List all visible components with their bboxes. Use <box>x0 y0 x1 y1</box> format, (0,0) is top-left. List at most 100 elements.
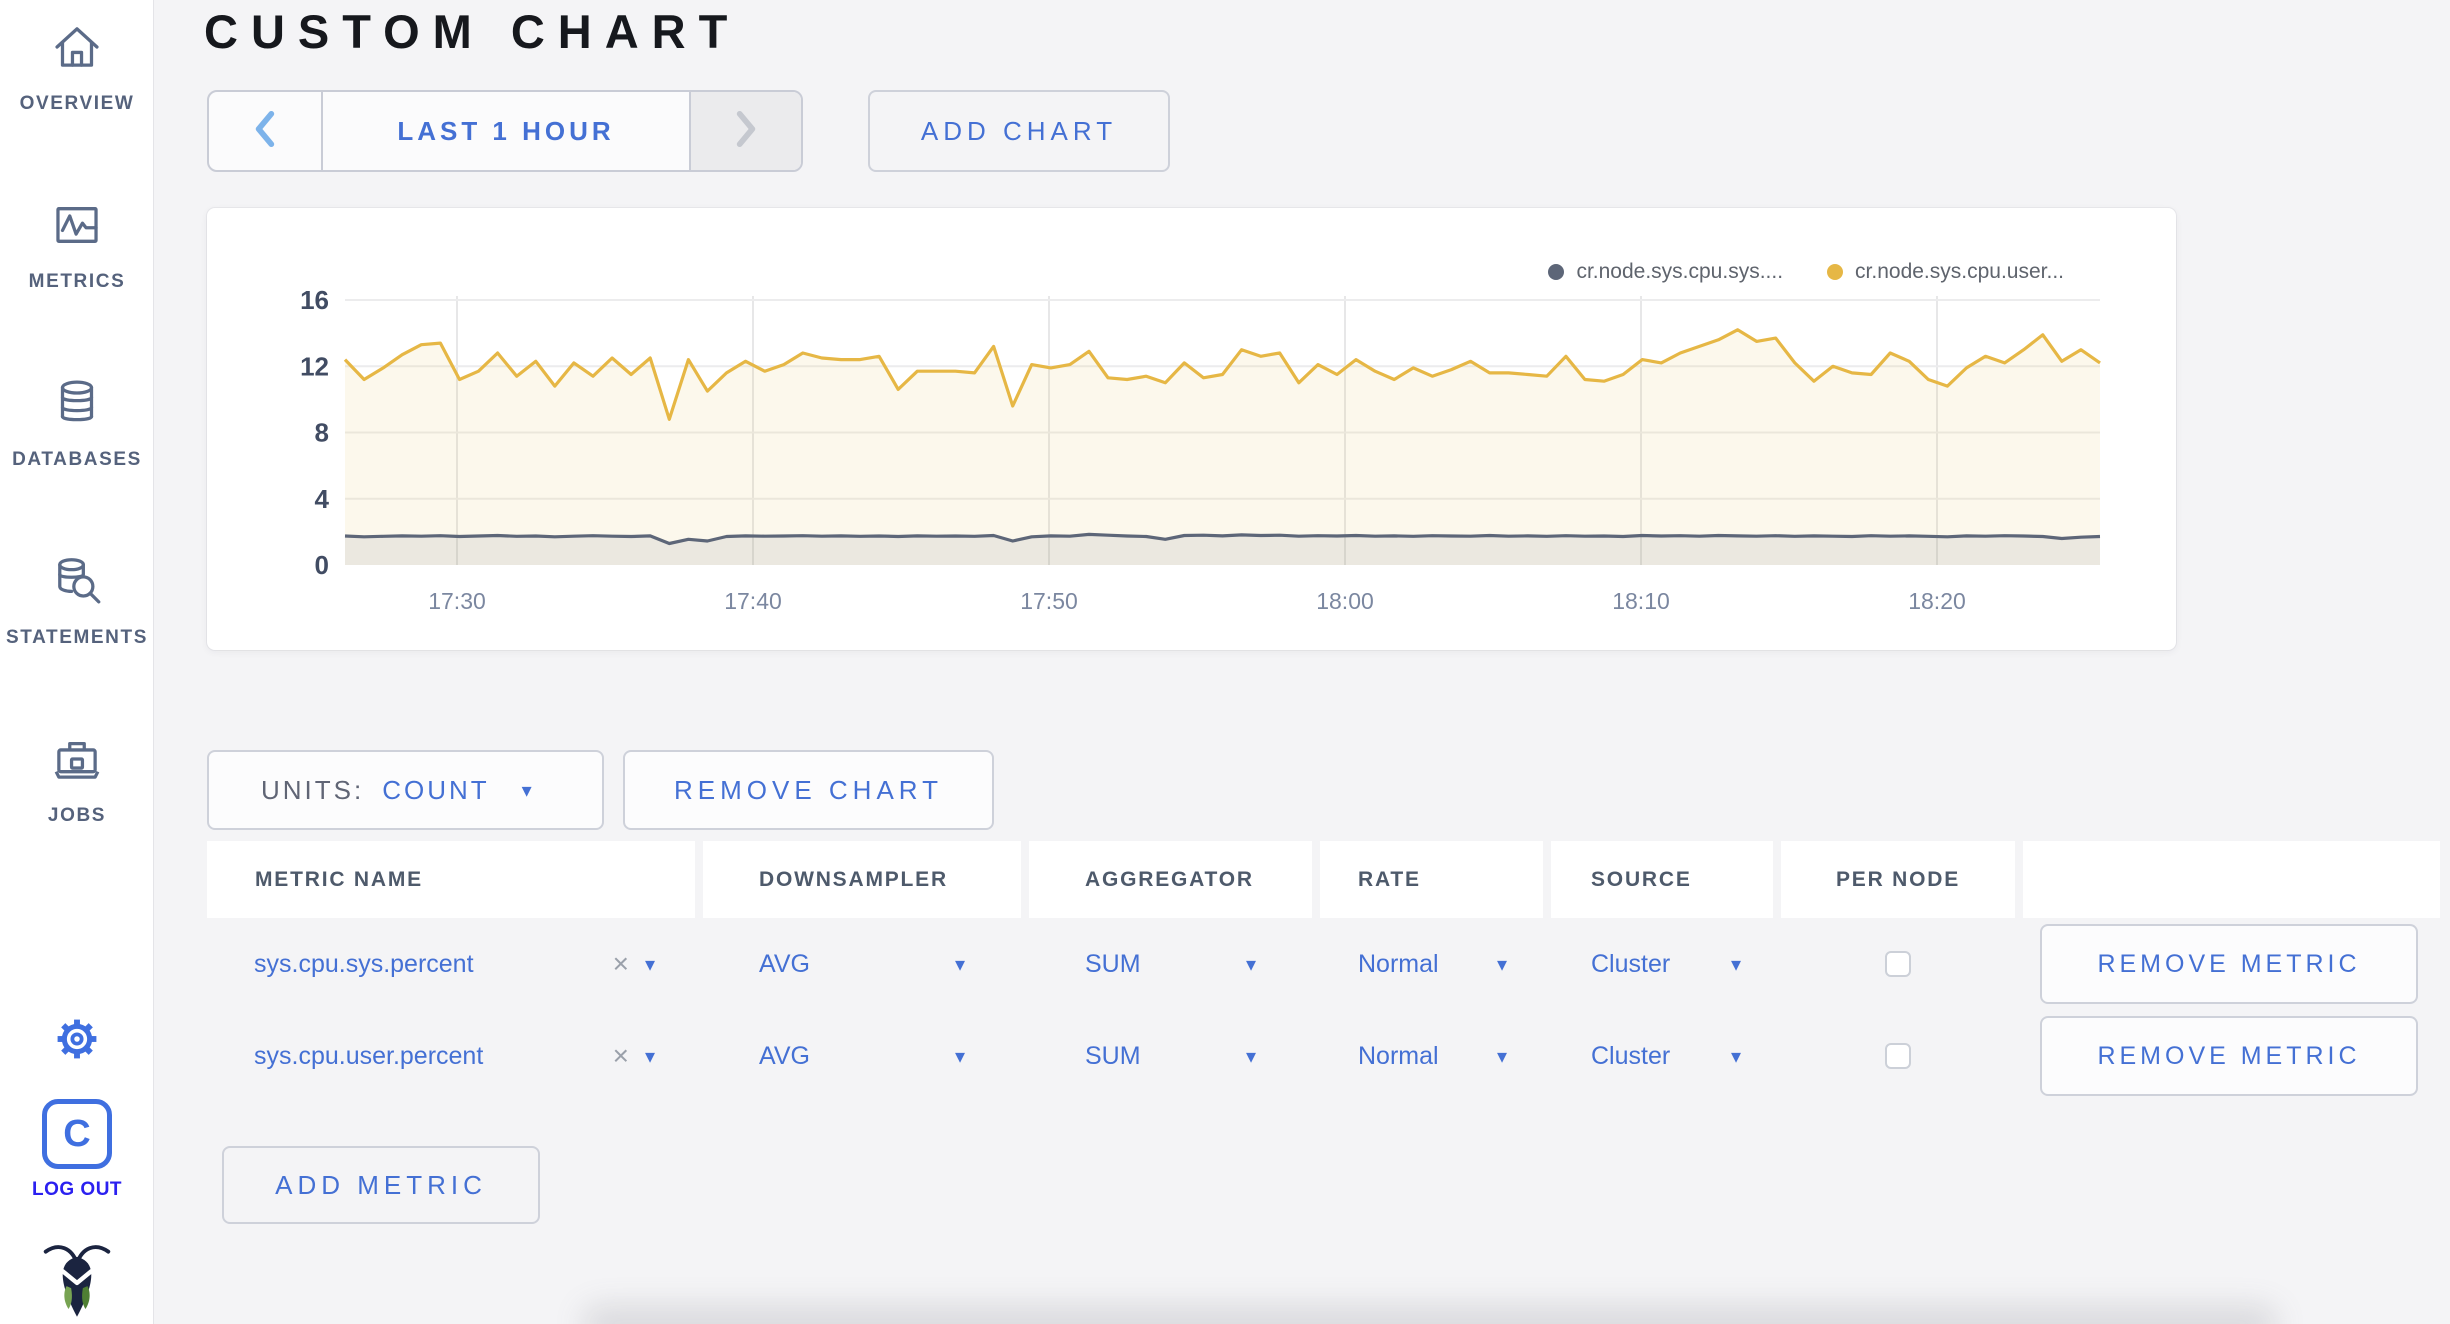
gear-icon <box>50 1012 104 1071</box>
units-dropdown[interactable]: UNITS: COUNT ▾ <box>207 750 604 830</box>
chart-line-0 <box>344 532 2101 546</box>
x-axis-tick-label: 17:40 <box>724 588 782 614</box>
sidebar-item-metrics[interactable]: METRICS <box>0 196 154 293</box>
metric-row-2: sys.cpu.user.percent × ▾ AVG ▾ SUM ▾ Nor… <box>207 1010 2440 1102</box>
time-window-next-button[interactable] <box>689 92 801 170</box>
chart-area-1 <box>345 329 2100 565</box>
rate-select[interactable]: Normal ▾ <box>1320 1010 1543 1102</box>
logout-label: LOG OUT <box>31 1179 123 1200</box>
legend-item-user[interactable]: cr.node.sys.cpu.user... <box>1827 260 2064 284</box>
sidebar: OVERVIEW METRICS DATABASES <box>0 0 154 1324</box>
y-axis-tick-label: 0 <box>315 550 329 580</box>
caret-down-icon: ▾ <box>954 1045 965 1068</box>
sidebar-item-databases[interactable]: DATABASES <box>0 374 154 471</box>
x-axis-tick-label: 18:10 <box>1612 588 1670 614</box>
cockroach-bug-logo <box>35 1236 119 1324</box>
chart-line-1 <box>343 328 2101 421</box>
caret-down-icon: ▾ <box>1245 953 1256 976</box>
briefcase-icon <box>48 730 106 793</box>
chart-area-0 <box>345 534 2100 565</box>
column-header-metric-name: METRIC NAME <box>207 841 695 918</box>
remove-chart-button[interactable]: REMOVE CHART <box>623 750 994 830</box>
sidebar-item-jobs[interactable]: JOBS <box>0 730 154 827</box>
y-axis-tick-label: 4 <box>315 484 330 514</box>
caret-down-icon: ▾ <box>1496 953 1507 976</box>
metric-name-value: sys.cpu.user.percent <box>254 1041 484 1070</box>
sidebar-item-label: JOBS <box>47 805 107 826</box>
legend-dot-user-icon <box>1827 264 1844 280</box>
downsampler-value: AVG <box>759 949 810 978</box>
sidebar-item-statements[interactable]: STATEMENTS <box>0 552 154 649</box>
clear-metric-icon[interactable]: × <box>612 1040 629 1071</box>
actions-cell: REMOVE METRIC <box>2023 1010 2440 1102</box>
sidebar-item-label: STATEMENTS <box>6 627 148 648</box>
x-axis-tick-label: 17:50 <box>1020 588 1078 614</box>
sidebar-item-label: DATABASES <box>12 449 142 470</box>
aggregator-value: SUM <box>1085 949 1141 978</box>
actions-cell: REMOVE METRIC <box>2023 918 2440 1010</box>
column-header-downsampler: DOWNSAMPLER <box>703 841 1021 918</box>
rate-select[interactable]: Normal ▾ <box>1320 918 1543 1010</box>
caret-down-icon: ▾ <box>644 1045 655 1068</box>
metric-name-value: sys.cpu.sys.percent <box>254 949 474 978</box>
clear-metric-icon[interactable]: × <box>612 948 629 979</box>
y-axis-tick-label: 16 <box>300 285 329 315</box>
chart-card: 0 4 8 12 16 17:30 17:40 17:50 18:00 18:10 18:20 cr… <box>207 208 2176 650</box>
source-select[interactable]: Cluster ▾ <box>1551 918 1773 1010</box>
rate-value: Normal <box>1358 1041 1439 1070</box>
aggregator-value: SUM <box>1085 1041 1141 1070</box>
column-header-source: SOURCE <box>1551 841 1773 918</box>
per-node-cell <box>1781 918 2015 1010</box>
add-chart-button[interactable]: ADD CHART <box>868 90 1170 172</box>
per-node-checkbox[interactable] <box>1885 951 1911 977</box>
downsampler-select[interactable]: AVG ▾ <box>703 1010 1021 1102</box>
metrics-graph-icon <box>48 196 106 259</box>
aggregator-select[interactable]: SUM ▾ <box>1029 1010 1312 1102</box>
source-value: Cluster <box>1591 949 1671 978</box>
sidebar-item-overview[interactable]: OVERVIEW <box>0 18 154 115</box>
rate-value: Normal <box>1358 949 1439 978</box>
x-axis-tick-label: 18:20 <box>1908 588 1966 614</box>
source-value: Cluster <box>1591 1041 1671 1070</box>
metric-row-1: sys.cpu.sys.percent × ▾ AVG ▾ SUM ▾ Norm… <box>207 918 2440 1010</box>
metric-name-select[interactable]: sys.cpu.sys.percent × ▾ <box>207 918 695 1010</box>
x-axis-tick-label: 17:30 <box>428 588 486 614</box>
chart-legend: cr.node.sys.cpu.sys.... cr.node.sys.cpu.… <box>1548 260 2064 284</box>
chevron-right-icon <box>733 110 759 153</box>
time-window-prev-button[interactable] <box>209 92 323 170</box>
sidebar-item-label: OVERVIEW <box>19 93 135 114</box>
cockroach-c-logo: C <box>42 1099 112 1169</box>
remove-metric-button[interactable]: REMOVE METRIC <box>2040 924 2418 1004</box>
y-axis-tick-label: 12 <box>300 351 329 381</box>
source-select[interactable]: Cluster ▾ <box>1551 1010 1773 1102</box>
timeseries-chart: 0 4 8 12 16 17:30 17:40 17:50 18:00 18:10 18:20 <box>300 285 2101 614</box>
x-axis-tick-label: 18:00 <box>1316 588 1374 614</box>
caret-down-icon: ▾ <box>1730 953 1741 976</box>
time-window-value[interactable]: LAST 1 HOUR <box>397 115 615 146</box>
caret-down-icon: ▾ <box>1496 1045 1507 1068</box>
units-value: COUNT <box>382 774 490 805</box>
downsampler-select[interactable]: AVG ▾ <box>703 918 1021 1010</box>
sidebar-settings[interactable] <box>0 1012 154 1071</box>
home-icon <box>48 18 106 81</box>
per-node-checkbox[interactable] <box>1885 1043 1911 1069</box>
database-search-icon <box>48 552 106 615</box>
sidebar-logout[interactable]: C LOG OUT <box>0 1099 154 1201</box>
caret-down-icon: ▾ <box>521 779 535 802</box>
units-label: UNITS: <box>261 774 365 805</box>
legend-dot-sys-icon <box>1548 264 1565 280</box>
add-metric-button[interactable]: ADD METRIC <box>222 1146 540 1224</box>
remove-metric-button[interactable]: REMOVE METRIC <box>2040 1016 2418 1096</box>
caret-down-icon: ▾ <box>644 953 655 976</box>
column-header-per-node: PER NODE <box>1781 841 2015 918</box>
aggregator-select[interactable]: SUM ▾ <box>1029 918 1312 1010</box>
caret-down-icon: ▾ <box>1245 1045 1256 1068</box>
downsampler-value: AVG <box>759 1041 810 1070</box>
y-axis-tick-label: 8 <box>315 418 329 448</box>
caret-down-icon: ▾ <box>954 953 965 976</box>
chevron-left-icon <box>252 110 278 153</box>
metric-name-select[interactable]: sys.cpu.user.percent × ▾ <box>207 1010 695 1102</box>
legend-item-sys[interactable]: cr.node.sys.cpu.sys.... <box>1548 260 1783 284</box>
legend-label: cr.node.sys.cpu.user... <box>1855 260 2064 283</box>
